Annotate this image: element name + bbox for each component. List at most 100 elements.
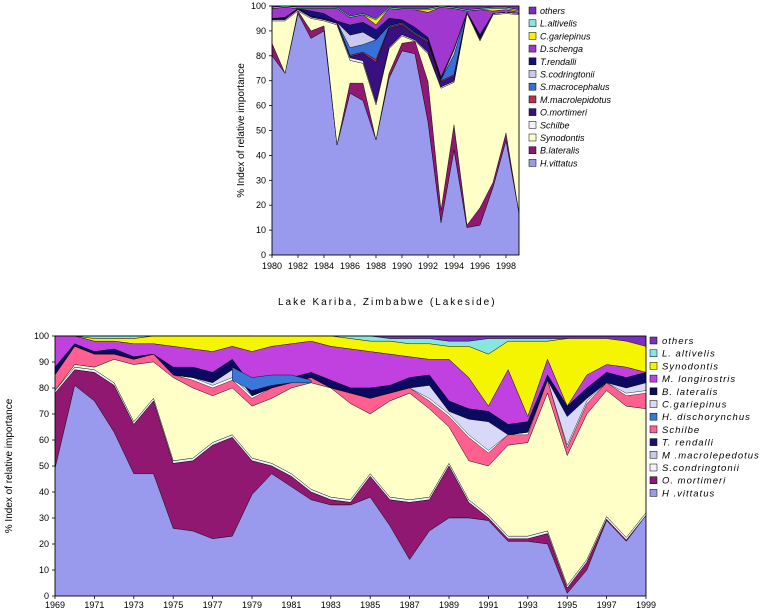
chart2-legend-swatch [649,489,658,497]
chart2-legend-swatch [649,336,658,345]
chart1-legend: others L.altivelis C.gariepinus D.schenga T.… [528,6,612,168]
chart1-ytick-label: 40 [256,150,266,160]
chart2-legend-swatch [649,476,658,484]
chart2-xtick-label: 1977 [203,600,223,610]
chart1-legend-label: Schilbe [540,120,570,130]
chart2-ytick-label: 70 [39,409,49,419]
chart1-xtick-label: 1982 [288,261,308,271]
chart2-ytick-label: 10 [39,565,49,575]
chart1-legend-swatch [528,70,537,78]
chart2-xtick-label: 1985 [360,600,380,610]
chart2-xtick-label: 1983 [321,600,341,610]
chart2-xtick-label: 1975 [163,600,183,610]
chart1-ytick-label: 90 [256,26,266,36]
chart1-ytick-label: 50 [256,126,266,136]
chart2-legend-swatch [649,387,658,396]
chart2-legend-label: O. mortimeri [662,476,726,487]
chart2-xtick-label: 1999 [636,600,656,610]
chart1-xtick-label: 1986 [340,261,360,271]
chart1-legend-label: H.vittatus [540,158,578,168]
chart1-legend-swatch [528,95,537,104]
chart2-ytick-label: 40 [39,487,49,497]
chart1-legend-swatch [528,44,537,53]
chart2-xtick-label: 1995 [557,600,577,610]
chart2-legend-swatch [649,412,658,421]
chart2-legend-swatch [649,451,658,459]
chart2-legend-swatch [649,463,658,472]
chart1-ytick-label: 0 [261,250,266,260]
chart2-legend-label: H. dischorynchus [662,412,751,423]
chart1-legend-swatch [528,159,537,167]
chart2-ytick-label: 20 [39,539,49,549]
chart1-legend-swatch [528,108,537,116]
chart1-xtick-label: 1994 [444,261,464,271]
chart2-plot: 0 10 20 30 40 50 60 70 80 90 100 1969 1971 1973 1975 19… [4,331,656,610]
chart2-title: Lake Kariba, Zimbabwe (Lakeside) [278,297,497,308]
chart1-legend-swatch [528,57,537,66]
chart1-ytick-label: 30 [256,175,266,185]
chart1-xtick-label: 1998 [496,261,516,271]
chart2-area-hdischorynchus [232,366,312,391]
chart2-ytick-label: 50 [39,461,49,471]
chart1-legend-label: C.gariepinus [540,31,591,41]
chart2-legend-swatch [649,425,658,434]
chart2-legend-label: H .vittatus [662,488,715,499]
chart1-xtick-label: 1988 [366,261,386,271]
chart1-legend-swatch [528,82,537,91]
chart1-ytick-label: 20 [256,200,266,210]
chart1-xtick-label: 1996 [470,261,490,271]
chart1-legend-swatch [528,146,537,154]
chart2-legend-label: Synodontis [662,361,719,372]
chart1-legend-label: Synodontis [540,133,585,143]
chart1-xtick-label: 1990 [392,261,412,271]
chart2-legend-label: M. longirostris [662,374,736,385]
chart2-xtick-label: 1969 [45,600,65,610]
chart1-legend-swatch [528,133,537,142]
chart2-legend-label: S.condringtonii [662,463,740,474]
chart1-xtick-label: 1992 [418,261,438,271]
chart1-ytick-label: 60 [256,101,266,111]
chart1-legend-swatch [528,121,537,129]
chart2-legend-swatch [649,400,658,408]
chart2-legend-label: C.gariepinus [662,400,727,411]
chart1-xtick-label: 1980 [262,261,282,271]
chart2-xtick-label: 1971 [84,600,104,610]
chart2-legend-swatch [649,362,658,370]
chart2-legend-swatch [649,349,658,357]
chart2-xtick-label: 1991 [478,600,498,610]
chart2-ylabel: % Index of relative importance [4,398,15,533]
chart2-ytick-label: 30 [39,513,49,523]
chart1-legend-label: L.altivelis [540,19,578,29]
chart2-legend-label: L. altivelis [662,349,716,360]
chart1-legend-label: others [540,6,566,16]
chart1-ytick-label: 80 [256,51,266,61]
chart1-legend-label: B.lateralis [540,146,580,156]
chart1-legend-label: M.macrolepidotus [540,95,612,105]
chart2-legend-label: M .macrolepedotus [662,450,760,461]
chart2-xtick-label: 1989 [439,600,459,610]
chart2-ytick-label: 60 [39,435,49,445]
chart2-xtick-label: 1973 [124,600,144,610]
chart1-legend-label: D.schenga [540,44,583,54]
chart1-ylabel: % Index of relative importance [236,63,247,198]
chart2-legend-label: B. lateralis [662,387,718,398]
chart1-legend-swatch [528,6,537,15]
chart2-ytick-label: 0 [44,591,49,601]
chart1-legend-swatch [528,19,537,27]
chart2-legend-label: T. rendalli [662,438,714,449]
chart1-xtick-label: 1984 [314,261,334,271]
chart2-xtick-label: 1979 [242,600,262,610]
chart1-plot: 0 10 20 30 40 50 60 70 80 90 100 1980 1982 1984 1986 19… [236,1,520,271]
chart1-legend-label: O.mortimeri [540,108,588,118]
chart2-legend-label: others [662,336,694,347]
chart1-ytick-label: 100 [251,1,266,11]
chart1-ytick-label: 70 [256,76,266,86]
chart1-ytick-label: 10 [256,225,266,235]
chart2-legend-swatch [649,438,658,446]
chart1-legend-swatch [528,32,537,40]
chart1-legend-label: S.codringtonii [540,70,596,80]
chart1-legend-label: T.rendalli [540,57,577,67]
